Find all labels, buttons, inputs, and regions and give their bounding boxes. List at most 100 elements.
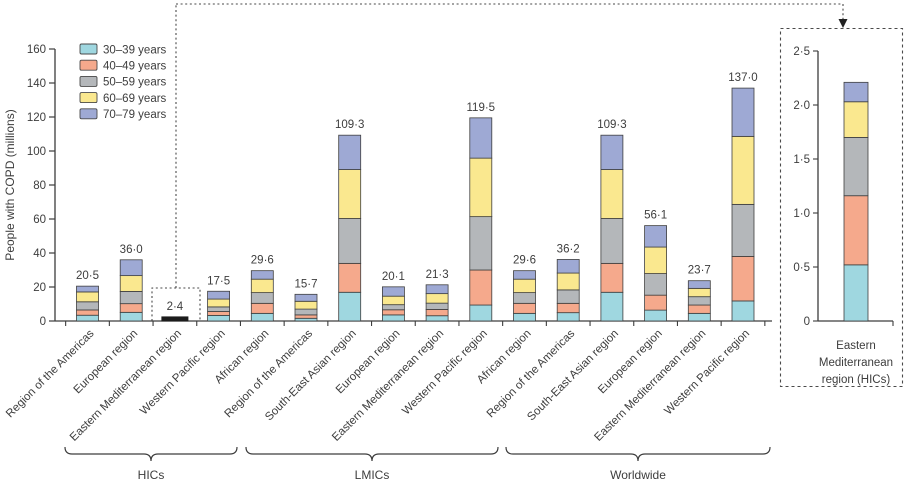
bar-segment [469,304,493,322]
legend-swatch [79,108,98,120]
inset-bar-segment [843,264,869,322]
y-tick-label: 20 [33,282,46,294]
bar-segment [600,134,624,170]
bar-segment [250,312,274,322]
bar-segment [76,301,99,311]
bar-segment [76,309,99,316]
bar-segment [381,304,405,311]
legend-label: 60–69 years [103,93,167,105]
bar-segment [381,309,405,316]
inset-bar-segment [843,136,869,197]
bar-segment [250,292,274,304]
x-category-label: Western Pacific region [662,328,752,418]
bar-segment [119,311,143,322]
bar-segment [119,291,143,305]
bar-segment [119,303,143,313]
y-tick-label: 40 [33,248,46,260]
x-category-label: Western Pacific region [400,328,490,418]
bar-segment [687,280,711,289]
bar-value-label: 29·6 [251,255,274,267]
bar-segment [469,157,493,218]
bar-segment [644,225,667,248]
y-tick-label: 80 [33,180,46,192]
bar-segment [381,295,405,306]
bar-segment [600,262,624,293]
y-tick-label: 100 [27,146,46,158]
group-brace [64,446,238,462]
bar-value-label: 21·3 [426,269,449,281]
y-tick-label: 60 [33,214,46,226]
bar-value-label: 29·6 [513,255,536,267]
bar-segment [556,312,580,322]
bar-value-label: 36·2 [557,243,580,255]
bar-segment [731,300,755,322]
bar-value-label: 56·1 [644,210,667,222]
legend-swatch [79,92,98,104]
legend-label: 50–59 years [103,77,167,89]
bar-segment [600,291,624,322]
inset-caption-line: Mediterranean [819,357,893,369]
bar-segment [644,309,667,322]
bar-value-label: 2·4 [167,301,184,313]
bar-segment [207,298,231,308]
bar-segment [425,315,449,322]
bar-segment [644,294,667,311]
bar-segment [513,278,536,294]
y-tick-label: 140 [27,78,46,90]
x-category-label: Region of the Americas [485,327,578,420]
inset-y-tick-label: 0·5 [793,262,810,274]
bar-segment [381,286,405,297]
bar-segment [600,169,624,219]
y-tick-label: 120 [27,112,46,124]
bar-segment [513,312,536,322]
bar-segment [556,302,580,314]
y-tick-label: 160 [27,44,46,56]
bar-segment [513,292,536,304]
group-brace [245,446,499,462]
bar-segment [250,270,274,280]
bar-segment [687,287,711,298]
inset-y-tick-label: 1·0 [793,208,810,220]
bar-segment [644,246,667,274]
bar-segment [250,278,274,294]
inset-caption-line: Eastern [836,340,876,352]
bar-value-label: 23·7 [688,265,711,277]
legend-swatch [79,75,98,87]
bar-segment [469,269,493,306]
bar-segment [294,317,318,322]
bar-segment [119,259,143,277]
bar-segment [731,135,755,205]
bar-segment [338,134,362,170]
group-label: LMICs [355,468,390,482]
inset-bar-segment [843,195,869,266]
group-label: Worldwide [610,468,666,482]
bar-segment [731,203,755,257]
bar-segment [207,306,231,312]
bar-segment [425,309,449,317]
bar-segment [469,117,493,159]
bar-segment [294,300,318,310]
inset-y-tick-label: 2·0 [793,100,810,112]
bar-segment [731,255,755,302]
bar-segment [731,87,755,137]
bar-segment [425,293,449,304]
x-category-label: Region of the Americas [4,327,97,420]
legend-label: 30–39 years [103,44,167,56]
bar-segment [469,216,493,271]
bar-segment [556,289,580,304]
bar-segment [76,285,99,293]
bar-segment [250,302,274,314]
bar-segment [513,302,536,314]
bar-segment [294,308,318,316]
bar-segment [556,259,580,274]
bar-value-label: 119·5 [467,102,496,114]
bar-segment [294,293,318,302]
legend-label: 40–49 years [103,61,167,73]
bar-segment [338,262,362,293]
bar-segment [338,169,362,219]
arrowhead-icon [838,19,848,28]
bar-segment [338,218,362,264]
bar-segment [207,314,231,322]
bar-segment [76,291,99,303]
bar-solid-black [161,316,189,322]
